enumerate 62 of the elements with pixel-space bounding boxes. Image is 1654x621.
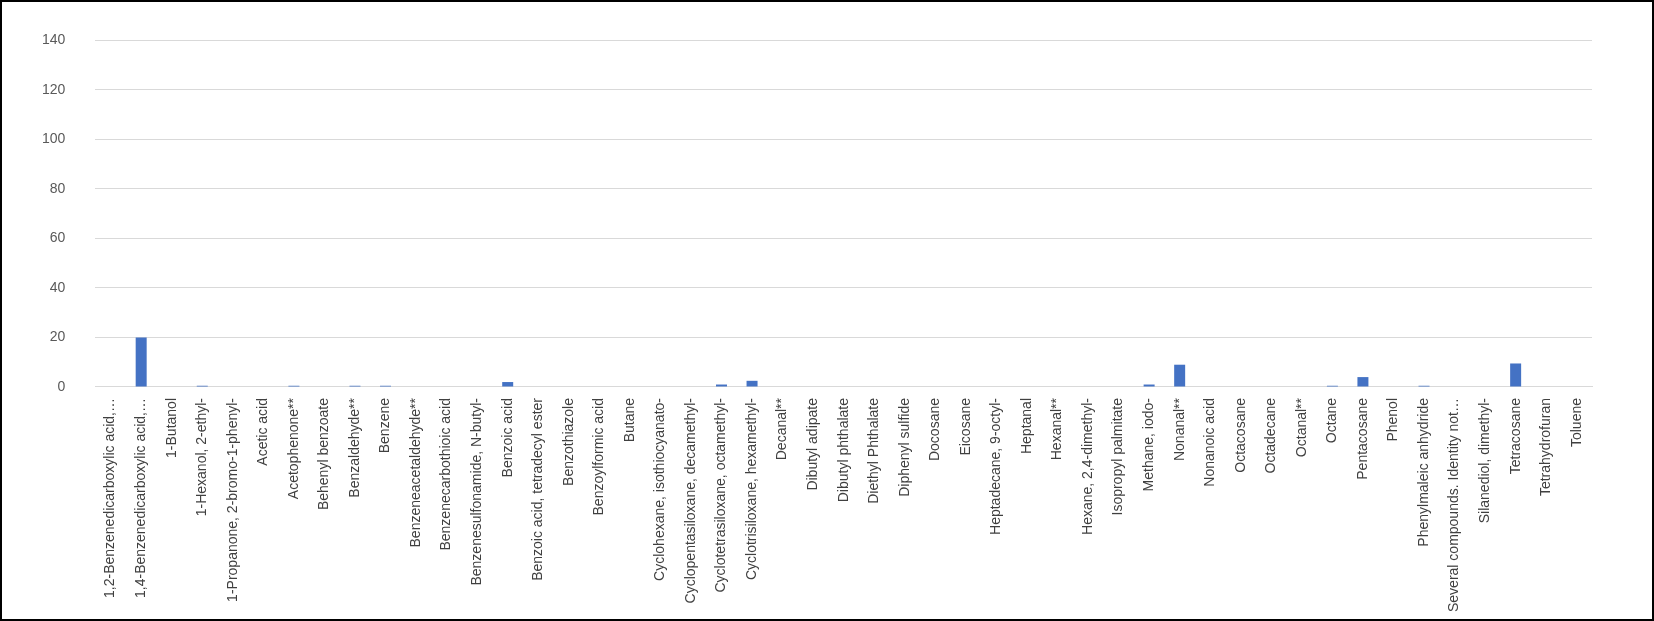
x-tick-label: Several compounds. Identity not… — [1445, 397, 1462, 613]
bar — [1510, 363, 1522, 387]
x-tick-label: Benzeneacetaldehyde** — [406, 397, 423, 548]
x-tick-label: Phenol — [1384, 397, 1401, 442]
y-tick-label: 140 — [42, 31, 66, 48]
x-tick-label: Phenylmaleic anhydride — [1414, 397, 1431, 547]
y-tick-label: 60 — [49, 229, 66, 246]
x-tick-label: Nonanoic acid — [1201, 397, 1218, 487]
x-tick-label: Benzaldehyde** — [345, 397, 362, 498]
x-tick-label: Benzenesulfonamide, N-butyl- — [468, 397, 485, 586]
x-tick-label: Isopropyl palmitate — [1109, 397, 1126, 516]
x-tick-label: Silanediol, dimethyl- — [1475, 397, 1492, 524]
x-tick-label: Benzothiazole — [559, 397, 576, 486]
x-tick-label: Benzenecarbothioic acid — [437, 397, 454, 551]
x-tick-label: Decanal** — [773, 397, 790, 461]
x-tick-label: Docosane — [926, 397, 943, 462]
x-tick-label: Pentacosane — [1353, 397, 1370, 480]
x-tick-label: Nonanal** — [1170, 397, 1187, 462]
bar — [1357, 377, 1369, 387]
y-tick-label: 40 — [49, 278, 66, 295]
x-tick-label: Tetracosane — [1506, 397, 1523, 475]
x-tick-label: Cyclopentasiloxane, decamethyl- — [681, 397, 698, 604]
x-tick-label: Behenyl benzoate — [315, 397, 332, 511]
x-tick-label: Cyclotetrasiloxane, octamethyl- — [712, 397, 729, 593]
x-tick-label: Dibutyl phthalate — [834, 397, 851, 503]
x-tick-label: Acetophenone** — [284, 397, 301, 500]
y-tick-label: 100 — [42, 130, 66, 147]
x-tick-label: Butane — [620, 397, 637, 443]
y-tick-label: 120 — [42, 80, 66, 97]
x-tick-label: 1,4-Benzenedicarboxylic acid,… — [132, 397, 149, 598]
x-tick-label: Hexanal** — [1048, 397, 1065, 461]
x-tick-label: Octanal** — [1292, 397, 1309, 458]
y-tick-label: 0 — [57, 377, 66, 394]
x-tick-label: Toluene — [1567, 397, 1584, 448]
x-tick-label: Benzoic acid, tetradecyl ester — [529, 397, 546, 581]
x-tick-label: Tetrahydrofuran — [1537, 397, 1554, 497]
x-tick-label: 1-Propanone, 2-bromo-1-phenyl- — [223, 397, 240, 602]
x-tick-label: Octacosane — [1231, 397, 1248, 473]
x-tick-label: 1-Hexanol, 2-ethyl- — [193, 397, 210, 517]
x-tick-label: Dibutyl adipate — [803, 397, 820, 491]
x-tick-label: Heptanal — [1017, 397, 1034, 455]
x-tick-label: Benzoylformic acid — [590, 397, 607, 516]
bar — [502, 382, 514, 387]
x-tick-label: 1-Butanol — [162, 397, 179, 458]
x-tick-label: Benzene — [376, 397, 393, 454]
x-tick-label: Cyclotrisiloxane, hexamethyl- — [742, 397, 759, 581]
x-tick-label: Octadecane — [1262, 397, 1279, 474]
y-tick-label: 80 — [49, 179, 66, 196]
x-tick-label: Acetic acid — [254, 397, 271, 466]
x-tick-label: Diphenyl sulfide — [895, 397, 912, 497]
x-tick-label: Eicosane — [956, 397, 973, 456]
x-tick-label: Benzoic acid — [498, 397, 515, 478]
x-tick-label: 1,2-Benzenedicarboxylic acid,… — [101, 397, 118, 598]
bar — [135, 337, 147, 387]
x-tick-label: Octane — [1323, 397, 1340, 444]
x-tick-label: Diethyl Phthalate — [865, 397, 882, 504]
y-tick-label: 20 — [49, 328, 66, 345]
x-tick-label: Cyclohexane, isothiocyanato- — [651, 397, 668, 581]
x-tick-label: Heptadecane, 9-octyl- — [987, 397, 1004, 535]
bar — [1174, 364, 1186, 387]
x-tick-label: Methane, iodo- — [1139, 397, 1156, 492]
x-tick-label: Hexane, 2,4-dimethyl- — [1078, 397, 1095, 535]
